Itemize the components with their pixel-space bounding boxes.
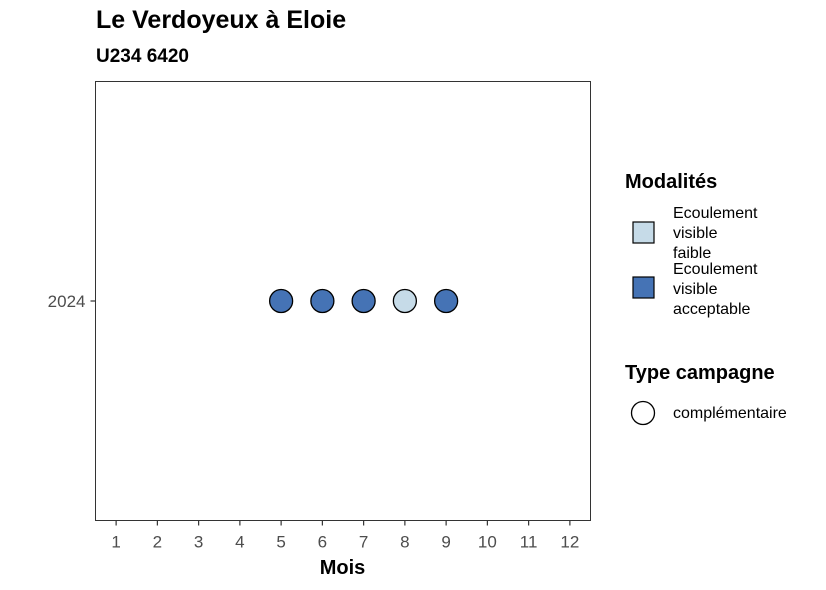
data-point xyxy=(433,288,459,314)
x-tick-label: 7 xyxy=(359,533,368,552)
x-tick-label: 3 xyxy=(194,533,203,552)
legend-label-line: faible xyxy=(673,245,712,262)
data-point xyxy=(392,288,418,314)
y-tick-label: 2024 xyxy=(48,292,86,311)
x-tick-label: 1 xyxy=(111,533,120,552)
data-point xyxy=(268,288,294,314)
legend-item-complementaire: complémentaire xyxy=(673,405,787,422)
x-tick-label: 8 xyxy=(400,533,409,552)
x-tick-label: 12 xyxy=(560,533,579,552)
legend-label-line: visible xyxy=(673,281,718,298)
legend-label-line: Ecoulement xyxy=(673,261,758,278)
legend-label-line: visible xyxy=(673,225,718,242)
x-tick-label: 11 xyxy=(520,533,538,552)
legend-item-acceptable: Ecoulement visible acceptable xyxy=(673,260,793,320)
plot-panel xyxy=(95,81,591,521)
legend-key-faible xyxy=(632,221,655,244)
x-tick-label: 2 xyxy=(153,533,162,552)
legend-item-faible: Ecoulement visible faible xyxy=(673,204,793,264)
x-tick-label: 6 xyxy=(318,533,327,552)
legend-label-line: acceptable xyxy=(673,301,751,318)
x-tick-label: 4 xyxy=(235,533,244,552)
legend-modalites-title: Modalités xyxy=(625,171,718,193)
legend-key-complementaire xyxy=(630,400,656,426)
data-point xyxy=(351,288,376,314)
x-axis-label: Mois xyxy=(320,557,366,579)
x-tick-label: 10 xyxy=(478,533,497,552)
legend-label-line: Ecoulement xyxy=(673,205,758,222)
x-axis: 1 2 3 4 5 6 7 8 9 10 11 12 xyxy=(111,520,579,552)
chart-subtitle: U234 6420 xyxy=(96,46,189,67)
legend-type-title: Type campagne xyxy=(625,362,775,384)
data-point xyxy=(310,288,335,314)
legend-key-acceptable xyxy=(632,276,655,299)
x-tick-label: 5 xyxy=(276,533,285,552)
x-tick-label: 9 xyxy=(441,533,450,552)
chart-title: Le Verdoyeux à Eloie xyxy=(96,6,347,34)
y-axis: 2024 xyxy=(48,292,96,311)
data-points xyxy=(268,288,459,314)
